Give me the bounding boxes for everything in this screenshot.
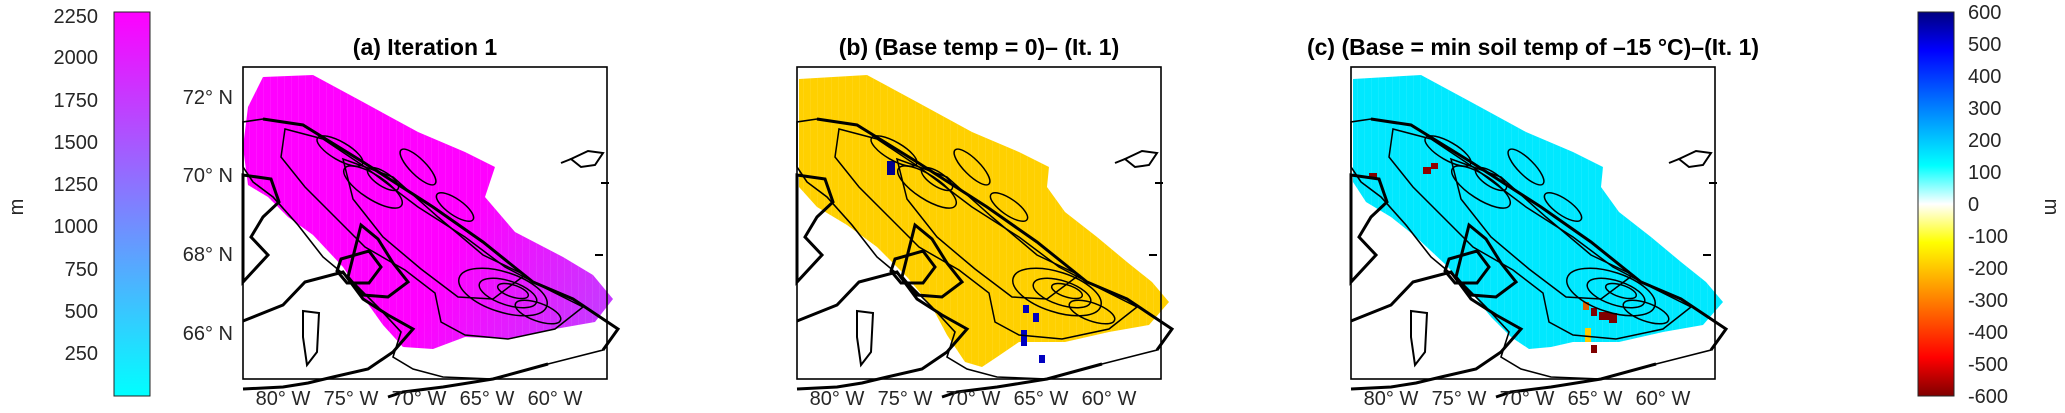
panel-title: (b) (Base temp = 0)– (It. 1) [839,34,1120,60]
panel-title: (c) (Base = min soil temp of –15 °C)–(It… [1307,34,1759,60]
lat-tick: 68° N [183,244,233,266]
difference-tick: -400 [1968,322,2008,344]
outlier-cells [1369,163,1617,353]
panel-b: (b) (Base temp = 0)– (It. 1) 80° W 75° W… [795,34,1174,410]
difference-tick: -500 [1968,354,2008,376]
lon-tick: 60° W [1636,388,1691,410]
map-border [1350,66,1716,380]
map-border [796,66,1162,380]
lat-tick: 66° N [183,323,233,345]
lon-tick: 60° W [528,388,583,410]
difference-tick: -200 [1968,258,2008,280]
longitude-labels: 80° W 75° W 70° W 65° W 60° W [256,388,583,410]
lon-tick: 70° W [392,388,447,410]
elevation-tick: 1500 [54,132,99,154]
lon-tick: 65° W [460,388,515,410]
lat-tick: 72° N [183,87,233,109]
lon-tick: 80° W [810,388,865,410]
longitude-labels: 80° W 75° W 70° W 65° W 60° W [810,388,1137,410]
longitude-labels: 80° W 75° W 70° W 65° W 60° W [1364,388,1691,410]
lon-tick: 75° W [878,388,933,410]
lon-tick: 65° W [1568,388,1623,410]
grid-texture [797,67,1161,379]
elevation-colorbar: 2250 2000 1750 1500 1250 1000 750 500 25… [6,6,151,397]
difference-unit: m [2040,199,2062,216]
map-border [242,66,608,380]
elevation-tick: 1250 [54,174,99,196]
difference-tick: 300 [1968,98,2001,120]
lon-tick: 70° W [946,388,1001,410]
lon-tick: 60° W [1082,388,1137,410]
lon-tick: 75° W [1432,388,1487,410]
difference-tick: 0 [1968,194,1979,216]
lat-tick: 70° N [183,165,233,187]
grid-texture [1351,67,1715,379]
difference-tick: -300 [1968,290,2008,312]
difference-tick: 500 [1968,34,2001,56]
elevation-tick: 2250 [54,6,99,28]
difference-tick: -100 [1968,226,2008,248]
elevation-tick: 500 [65,301,98,323]
difference-colorbar: 600 500 400 300 200 100 0 -100 -200 -300… [1917,2,2062,408]
elevation-tick: 250 [65,343,98,365]
panel-a: (a) Iteration 1 80° W 75° W 70° W 65° W … [241,34,620,410]
elevation-tick: 1000 [54,216,99,238]
lon-tick: 80° W [1364,388,1419,410]
panel-title: (a) Iteration 1 [353,34,498,60]
elevation-tick: 1750 [54,90,99,112]
lon-tick: 80° W [256,388,311,410]
difference-tick: 600 [1968,2,2001,24]
grid-texture [243,67,607,379]
difference-tick: -600 [1968,386,2008,408]
lon-tick: 75° W [324,388,379,410]
outlier-cells [887,161,1045,363]
difference-tick: 400 [1968,66,2001,88]
difference-tick: 100 [1968,162,2001,184]
lon-tick: 70° W [1500,388,1555,410]
lon-tick: 65° W [1014,388,1069,410]
elevation-tick: 2000 [54,47,99,69]
elevation-unit: m [6,199,28,216]
difference-tick: 200 [1968,130,2001,152]
latitude-labels: 72° N 70° N 68° N 66° N [183,87,233,345]
panel-c: (c) (Base = min soil temp of –15 °C)–(It… [1307,34,1759,410]
elevation-tick: 750 [65,259,98,281]
